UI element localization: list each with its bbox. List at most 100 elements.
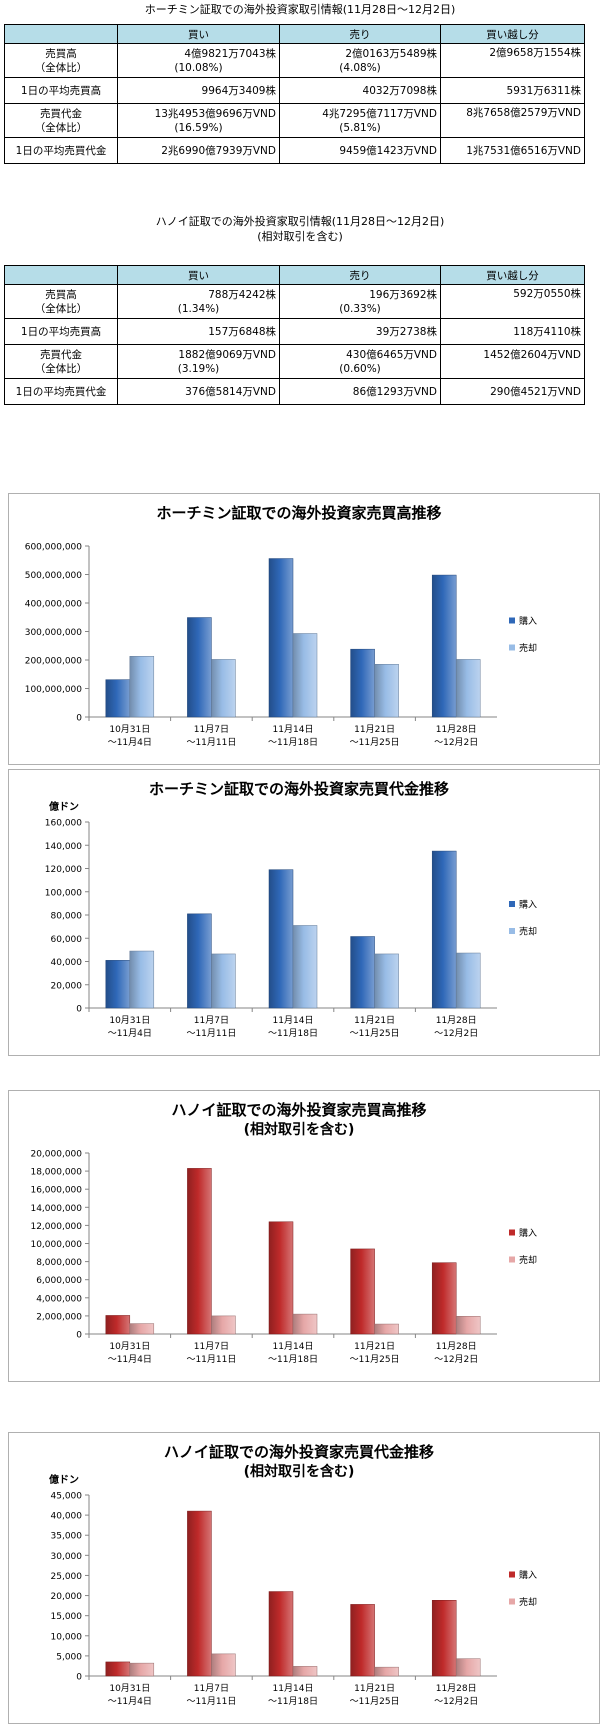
- legend-swatch: [509, 1571, 515, 1578]
- x-tick-label: ～11月25日: [350, 1696, 400, 1707]
- table-row: 売買高 （全体比） 4億9821万7043株 (10.08%) 2億0163万548…: [4, 43, 585, 78]
- x-tick-label: 11月21日: [354, 724, 395, 735]
- sell-cell: 4032万7098株: [279, 77, 441, 104]
- bar-sell: [292, 633, 318, 718]
- x-tick-label: ～11月11日: [186, 737, 236, 748]
- sell-cell: 4兆7295億7117万VND (5.81%): [279, 103, 441, 138]
- x-tick-label: ～11月4日: [108, 1696, 152, 1707]
- y-tick-label: 0: [76, 714, 82, 724]
- bar-buy: [431, 1262, 457, 1335]
- bar-sell: [374, 953, 399, 1009]
- row-label: 1日の平均売買代金: [4, 137, 118, 164]
- hanoi-table-title: ハノイ証取での海外投資家取引情報(11月28日～12月2日): [155, 215, 445, 228]
- x-tick-label: ～11月18日: [268, 1696, 318, 1707]
- legend-label: 売却: [519, 1254, 537, 1266]
- x-tick-label: ～11月11日: [186, 1696, 236, 1707]
- x-tick-label: 10月31日: [109, 724, 150, 735]
- hcm-value-chart-frame: ホーチミン証取での海外投資家売買代金推移 億ドン 0 20,000 40,000 60,0…: [8, 769, 600, 1056]
- net-cell: 8兆7658億2579万VND: [440, 103, 585, 138]
- legend-label: 売却: [519, 1596, 537, 1608]
- x-tick-label: 11月28日: [436, 724, 477, 735]
- y-tick-label: 300,000,000: [25, 628, 83, 638]
- y-tick-label: 160,000: [45, 819, 82, 829]
- bar-sell: [374, 664, 399, 718]
- buy-cell: 1882億9069万VND (3.19%): [117, 344, 280, 379]
- x-tick-label: ～11月11日: [186, 1354, 236, 1365]
- bar-sell: [292, 925, 318, 1009]
- header-cell: [4, 24, 118, 44]
- x-tick-label: 11月28日: [436, 1683, 477, 1694]
- sell-cell: 2億0163万5489株 (4.08%): [279, 43, 441, 78]
- y-tick-label: 2,000,000: [36, 1312, 82, 1322]
- x-tick-label: 11月7日: [194, 1341, 229, 1352]
- y-tick-label: 80,000: [51, 912, 83, 922]
- bar-sell: [455, 659, 481, 718]
- hanoi-info-table: 買い 売り 買い越し分 売買高 （全体比） 788万4242株 (1.34%) 19…: [4, 265, 585, 405]
- legend-swatch: [509, 617, 515, 624]
- x-tick-label: ～11月4日: [108, 1354, 152, 1365]
- y-tick-label: 0: [76, 1331, 82, 1341]
- legend-label: 購入: [519, 899, 537, 911]
- y-tick-label: 30,000: [51, 1552, 83, 1562]
- bar-buy: [350, 1604, 375, 1677]
- bar-sell: [211, 1315, 236, 1335]
- net-cell: 118万4110株: [440, 318, 585, 345]
- x-tick-label: 11月21日: [354, 1683, 395, 1694]
- header-cell: 買い越し分: [440, 24, 585, 44]
- table-header-row: 買い 売り 買い越し分: [4, 24, 585, 44]
- hanoi-volume-chart-frame: ハノイ証取での海外投資家売買高推移 (相対取引を含む) 0 2,000,000 4,00…: [8, 1090, 600, 1382]
- header-cell: 買い越し分: [440, 265, 585, 285]
- y-tick-label: 500,000,000: [25, 571, 83, 581]
- hanoi-volume-chart: ハノイ証取での海外投資家売買高推移 (相対取引を含む) 0 2,000,000 4,00…: [30, 1101, 537, 1365]
- x-tick-label: ～12月2日: [434, 737, 478, 748]
- bar-buy: [268, 1221, 294, 1335]
- bar-sell: [374, 1323, 399, 1335]
- y-tick-label: 400,000,000: [25, 600, 83, 610]
- bar-buy: [187, 1510, 212, 1677]
- y-tick-label: 0: [76, 1673, 82, 1683]
- chart-title: ホーチミン証取での海外投資家売買高推移: [156, 504, 441, 522]
- bar-sell: [129, 1323, 155, 1335]
- bar-buy: [431, 1600, 457, 1677]
- y-axis-unit-label: 億ドン: [49, 1473, 79, 1486]
- x-tick-label: ～11月4日: [108, 1028, 152, 1039]
- row-label: 売買代金 （全体比）: [4, 344, 118, 379]
- bar-sell: [129, 656, 155, 718]
- hcm-volume-chart: ホーチミン証取での海外投資家売買高推移 0 100,000,000 200,000,0…: [25, 504, 537, 748]
- x-tick-label: 11月7日: [194, 1015, 229, 1026]
- y-tick-label: 16,000,000: [30, 1186, 82, 1196]
- table-row: 1日の平均売買高 157万6848株 39万2738株 118万4110株: [4, 318, 585, 345]
- y-tick-label: 10,000: [51, 1632, 83, 1642]
- legend-label: 売却: [519, 642, 537, 654]
- net-cell: 2億9658万1554株: [440, 43, 585, 78]
- y-tick-label: 200,000,000: [25, 657, 83, 667]
- y-tick-label: 35,000: [51, 1532, 83, 1542]
- y-tick-label: 0: [76, 1005, 82, 1015]
- y-tick-label: 45,000: [51, 1492, 83, 1502]
- bar-buy: [187, 1168, 212, 1335]
- bar-sell: [211, 659, 236, 718]
- net-cell: 592万0550株: [440, 284, 585, 319]
- net-cell: 1兆7531億6516万VND: [440, 137, 585, 164]
- hanoi-table-subtitle: (相対取引を含む): [257, 230, 343, 243]
- legend-label: 購入: [519, 1569, 537, 1581]
- x-tick-label: ～11月4日: [108, 737, 152, 748]
- sell-cell: 9459億1423万VND: [279, 137, 441, 164]
- bar-sell: [292, 1666, 318, 1677]
- y-tick-label: 25,000: [51, 1572, 83, 1582]
- buy-cell: 4億9821万7043株 (10.08%): [117, 43, 280, 78]
- y-tick-label: 4,000,000: [36, 1294, 82, 1304]
- header-cell: 買い: [117, 265, 280, 285]
- x-tick-label: 11月7日: [194, 724, 229, 735]
- x-tick-label: 11月14日: [273, 724, 314, 735]
- header-cell: 買い: [117, 24, 280, 44]
- bar-buy: [268, 869, 294, 1009]
- x-tick-label: 11月7日: [194, 1683, 229, 1694]
- x-tick-label: ～12月2日: [434, 1696, 478, 1707]
- y-tick-label: 10,000,000: [30, 1240, 82, 1250]
- sell-cell: 430億6465万VND (0.60%): [279, 344, 441, 379]
- chart-title: ホーチミン証取での海外投資家売買代金推移: [149, 780, 449, 798]
- sell-cell: 196万3692株 (0.33%): [279, 284, 441, 319]
- header-cell: [4, 265, 118, 285]
